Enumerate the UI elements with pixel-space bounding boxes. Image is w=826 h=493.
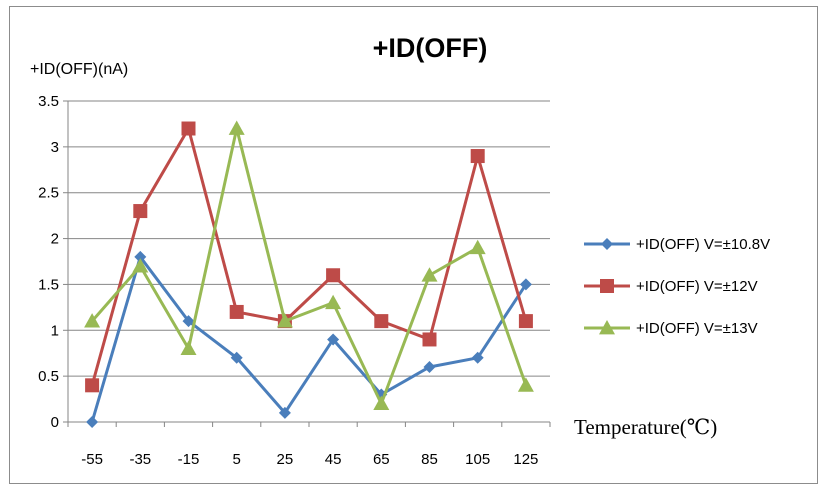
data-point-square [422,332,437,347]
data-point-triangle [228,120,245,135]
data-point-square [229,304,244,319]
data-point-diamond [230,351,243,364]
data-point-triangle [84,313,101,328]
x-tick-label: -55 [81,451,103,468]
legend-item-2: +ID(OFF) V=±12V [584,278,758,295]
data-point-square [374,314,389,329]
data-point-triangle [325,294,342,310]
data-point-diamond [278,406,291,419]
legend-label: +ID(OFF) V=±12V [636,278,758,295]
x-tick-label: 5 [233,451,241,468]
data-point-square [518,314,533,329]
data-point-triangle [421,267,438,282]
data-point-triangle [180,340,197,356]
x-tick-label: 45 [325,451,342,468]
chart-frame [9,6,818,484]
y-tick-label: 2.5 [38,185,59,202]
data-point-square [326,268,341,283]
y-tick-label: 2 [51,231,59,248]
series-3 [84,120,534,411]
data-point-triangle [132,258,149,273]
y-tick-label: 0 [51,414,59,431]
x-axis-label: Temperature(℃) [574,415,717,439]
data-point-triangle [469,239,486,255]
data-point-square [470,149,485,164]
series-group [84,120,534,428]
x-tick-label: 85 [421,451,438,468]
data-point-square [600,279,614,293]
data-point-square [85,378,100,393]
y-tick-labels: 0 0.5 1 1.5 2 2.5 3 3.5 [38,93,59,431]
legend-label: +ID(OFF) V=±10.8V [636,236,770,253]
legend-item-3: +ID(OFF) V=±13V [584,320,758,337]
legend: +ID(OFF) V=±10.8V +ID(OFF) V=±12V +ID(OFF)… [584,236,770,337]
data-point-diamond [601,238,613,250]
y-tick-label: 1 [51,322,59,339]
data-point-square [181,121,196,136]
series-2 [85,121,533,393]
data-point-triangle [599,320,615,335]
data-point-triangle [517,377,534,392]
series-line [90,127,528,386]
x-tick-label: 105 [465,451,490,468]
y-tick-label: 3.5 [38,93,59,110]
data-point-diamond [471,351,484,364]
data-point-diamond [134,250,147,263]
series-1 [86,250,532,428]
x-tick-label: 125 [513,451,538,468]
x-tick-label: -15 [178,451,200,468]
x-tick-label: 65 [373,451,390,468]
chart-title: +ID(OFF) [373,33,488,63]
y-tick-label: 3 [51,139,59,156]
legend-label: +ID(OFF) V=±13V [636,320,758,337]
series-line [90,255,528,423]
x-tick-label: 25 [277,451,294,468]
y-axis-label: +ID(OFF)(nA) [30,61,128,78]
data-point-diamond [519,278,532,291]
series-line [90,127,528,406]
data-point-diamond [327,333,340,346]
data-point-diamond [182,315,195,328]
y-tick-label: 0.5 [38,368,59,385]
y-tick-label: 1.5 [38,276,59,293]
axes [63,100,551,427]
data-point-square [133,204,148,219]
data-point-triangle [276,313,293,328]
data-point-diamond [86,416,99,428]
data-point-triangle [373,395,390,411]
legend-item-1: +ID(OFF) V=±10.8V [584,236,770,253]
gridlines [68,100,550,377]
data-point-diamond [423,360,436,373]
x-tick-label: -35 [129,451,151,468]
x-tick-labels: -55 -35 -15 5 25 45 65 85 105 125 [81,451,538,468]
